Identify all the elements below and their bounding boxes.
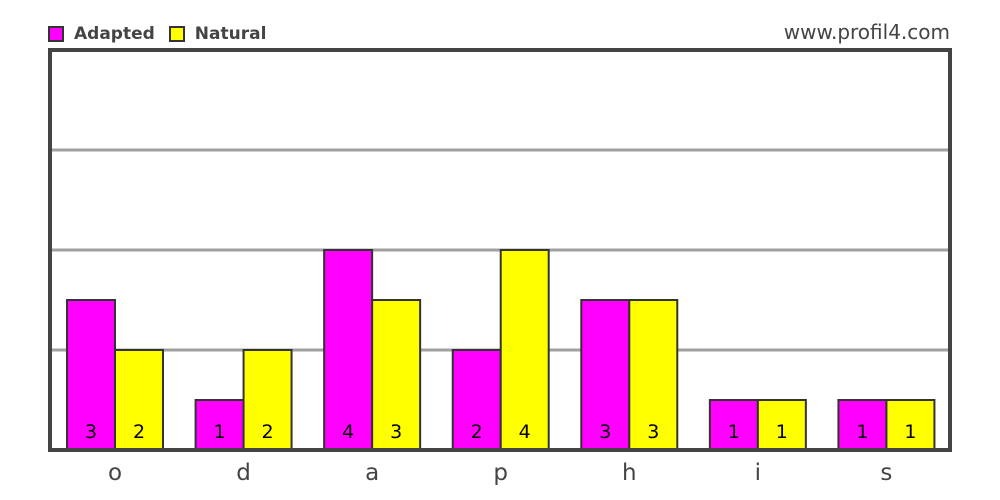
data-label-adapted-d: 1 [214, 421, 226, 443]
legend-swatch-natural [168, 26, 185, 42]
legend-swatch-adapted [48, 26, 64, 42]
legend-item-natural: Natural [168, 24, 267, 44]
bar-adapted-s [837, 399, 888, 451]
data-label-natural-d: 2 [262, 421, 274, 443]
bar-natural-a [371, 299, 422, 451]
legend-item-adapted: Adapted [48, 24, 155, 44]
bar-adapted-p [451, 349, 502, 451]
bar-natural-h [628, 299, 679, 451]
data-label-adapted-i: 1 [728, 421, 740, 443]
data-label-adapted-o: 3 [85, 421, 97, 443]
data-label-natural-s: 1 [904, 421, 916, 443]
bar-natural-d [242, 349, 293, 451]
x-tick-label: d [236, 460, 251, 486]
data-label-adapted-s: 1 [856, 421, 868, 443]
x-tick-label: h [622, 460, 637, 486]
data-label-natural-h: 3 [647, 421, 659, 443]
x-tick-label: i [755, 460, 761, 486]
data-label-natural-p: 4 [519, 421, 531, 443]
data-label-natural-a: 3 [390, 421, 402, 443]
bar-adapted-a [323, 249, 374, 451]
watermark-text: www.profil4.com [783, 20, 950, 44]
x-tick-label: p [493, 460, 508, 486]
bar-natural-o [114, 349, 164, 451]
plot-frame [48, 48, 952, 452]
x-tick-label: a [365, 460, 379, 486]
bar-natural-i [756, 399, 807, 451]
data-label-natural-i: 1 [776, 421, 788, 443]
data-label-natural-o: 2 [133, 421, 145, 443]
x-tick-label: s [880, 460, 892, 486]
bar-adapted-h [580, 299, 631, 451]
legend-label-adapted: Adapted [74, 24, 155, 44]
bar-natural-p [499, 249, 550, 451]
legend: Adapted Natural [48, 22, 280, 46]
legend-label-natural: Natural [194, 24, 267, 44]
data-label-adapted-a: 4 [342, 421, 354, 443]
data-label-adapted-h: 3 [599, 421, 611, 443]
x-tick-label: o [108, 460, 122, 486]
data-label-adapted-p: 2 [471, 421, 483, 443]
